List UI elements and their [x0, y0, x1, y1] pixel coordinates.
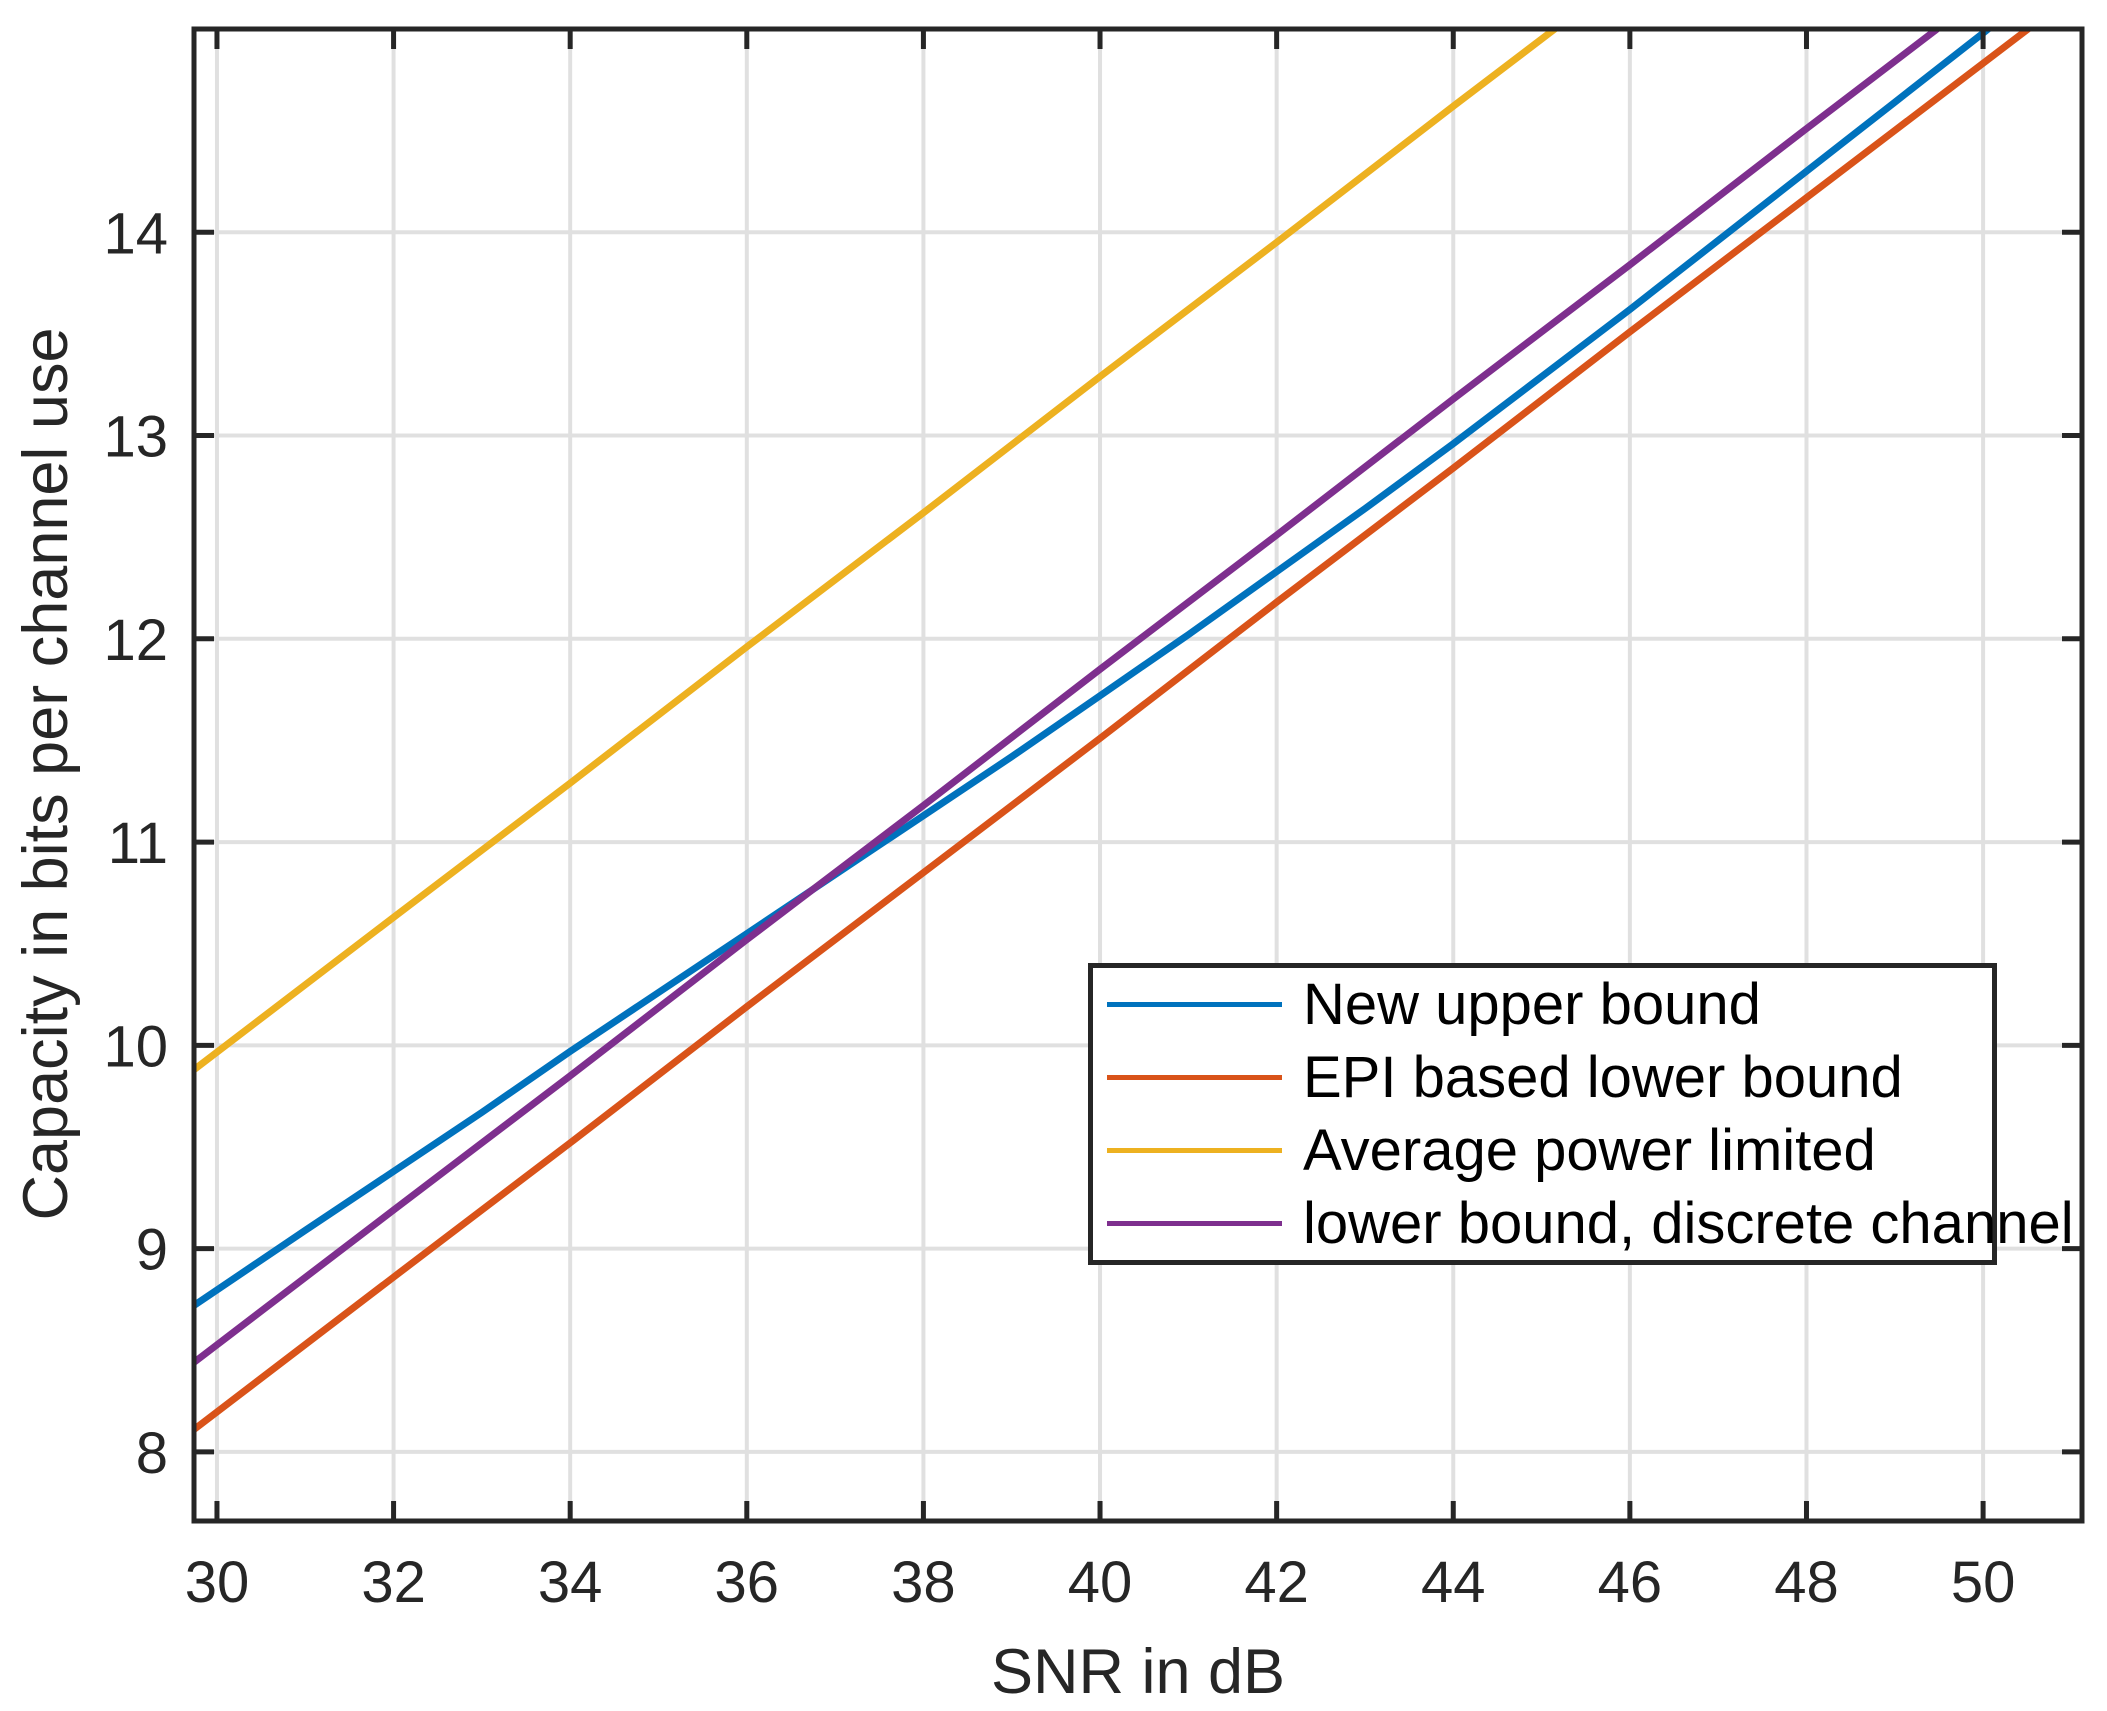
y-tick-label: 9	[136, 1218, 168, 1283]
x-tick-label: 50	[1951, 1550, 2016, 1615]
legend-entry-average-power-limited: Average power limited	[1093, 1114, 1992, 1187]
series-line-new-upper-bound	[194, 29, 1994, 1309]
x-tick-label: 48	[1774, 1550, 1839, 1615]
y-tick-label: 14	[103, 201, 168, 266]
legend-line-swatch	[1107, 1002, 1282, 1007]
x-axis-label: SNR in dB	[990, 1637, 1286, 1707]
legend-line-swatch	[1107, 1075, 1282, 1080]
y-axis-label: Capacity in bits per channel use	[11, 327, 81, 1221]
series-line-epi-based-lower-bound	[194, 29, 2034, 1433]
x-tick-label: 34	[538, 1550, 603, 1615]
y-tick-label: 8	[136, 1421, 168, 1486]
legend-label: lower bound, discrete channel	[1303, 1191, 2074, 1256]
x-tick-label: 44	[1421, 1550, 1486, 1615]
x-tick-label: 42	[1244, 1550, 1309, 1615]
legend-entry-lower-bound-discrete-channel: lower bound, discrete channel	[1093, 1187, 2074, 1260]
legend-label: New upper bound	[1303, 972, 1761, 1037]
x-tick-label: 38	[891, 1550, 956, 1615]
legend-entry-new-upper-bound: New upper bound	[1093, 968, 1992, 1041]
y-tick-label: 10	[103, 1014, 168, 1079]
legend-line-swatch	[1107, 1148, 1282, 1153]
series-line-average-power-limited	[194, 29, 1561, 1073]
legend: New upper bound EPI based lower bound Av…	[1088, 963, 2074, 1265]
x-tick-label: 32	[361, 1550, 426, 1615]
y-tick-label: 11	[108, 811, 168, 876]
legend-entry-epi-based-lower-bound: EPI based lower bound	[1093, 1041, 1992, 1114]
legend-label: EPI based lower bound	[1303, 1045, 1903, 1110]
y-tick-label: 12	[103, 608, 168, 673]
y-tick-label: 13	[103, 405, 168, 470]
x-tick-label: 46	[1598, 1550, 1663, 1615]
x-tick-label: 36	[715, 1550, 780, 1615]
x-tick-label: 30	[185, 1550, 250, 1615]
legend-line-swatch	[1107, 1221, 1282, 1226]
x-tick-label: 40	[1068, 1550, 1133, 1615]
legend-label: Average power limited	[1303, 1118, 1876, 1183]
series-line-lower-bound-discrete-channel	[194, 29, 1943, 1366]
plot-frame	[191, 26, 2085, 1524]
